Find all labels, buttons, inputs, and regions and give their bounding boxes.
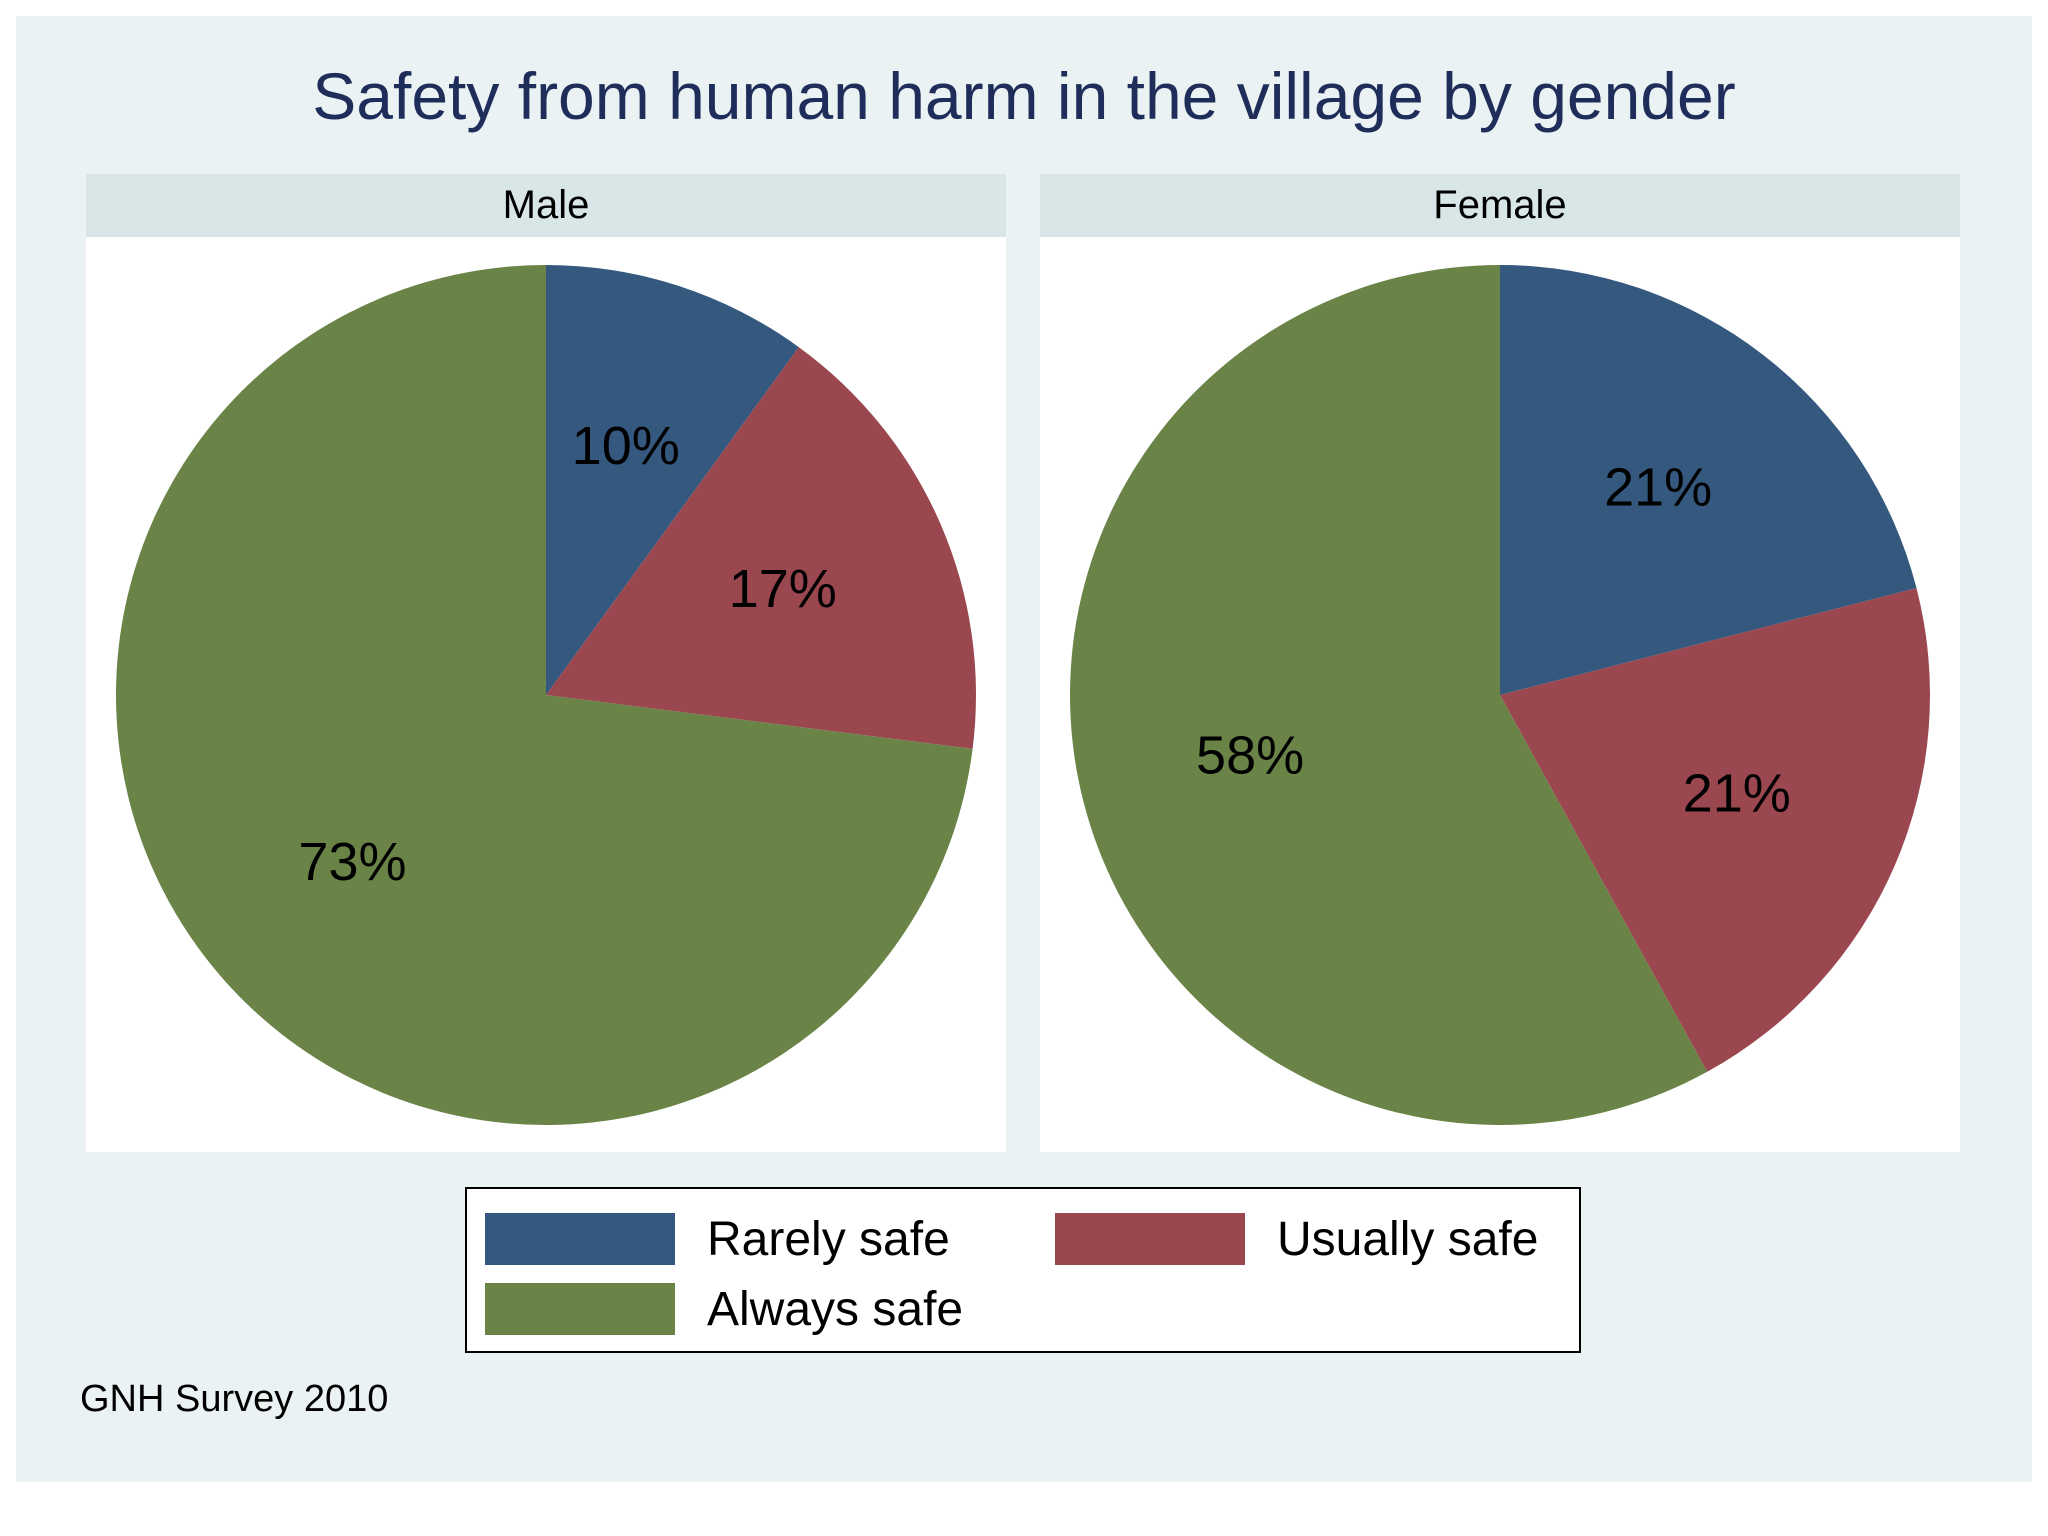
slice-label-female-always-safe: 58% bbox=[1196, 725, 1304, 785]
panel-title-female: Female bbox=[1040, 174, 1960, 237]
legend-swatch-usually-safe bbox=[1055, 1213, 1245, 1265]
slice-label-male-usually-safe: 17% bbox=[729, 559, 837, 619]
legend-item-usually-safe: Usually safe bbox=[1055, 1211, 1538, 1267]
panel-title-male: Male bbox=[86, 174, 1006, 237]
chart-title: Safety from human harm in the village by… bbox=[312, 59, 1736, 133]
slice-label-female-usually-safe: 21% bbox=[1683, 764, 1791, 824]
legend-label-usually-safe: Usually safe bbox=[1277, 1212, 1539, 1266]
slice-label-male-rarely-safe: 10% bbox=[572, 416, 680, 476]
slice-label-female-rarely-safe: 21% bbox=[1604, 457, 1712, 517]
legend-label-always-safe: Always safe bbox=[707, 1282, 964, 1336]
legend-label-rarely-safe: Rarely safe bbox=[707, 1212, 950, 1266]
source-note: GNH Survey 2010 bbox=[80, 1378, 389, 1420]
pie-slice-male-rarely-safe bbox=[546, 265, 799, 695]
pie-slice-female-usually-safe bbox=[1500, 588, 1930, 1072]
pie-chart-male: 10% 17% 73% bbox=[116, 265, 977, 1126]
legend-item-rarely-safe: Rarely safe bbox=[485, 1211, 950, 1267]
pie-slice-female-always-safe bbox=[1069, 265, 1708, 1125]
pie-chart-female: 21% 21% 58% bbox=[1069, 265, 1930, 1125]
pie-slice-male-always-safe bbox=[116, 265, 973, 1126]
slice-label-male-always-safe: 73% bbox=[298, 832, 406, 892]
pie-slice-female-rarely-safe bbox=[1500, 265, 1917, 695]
pie-panel-female: Female 21% 21% 58% bbox=[1040, 174, 1960, 1152]
pie-slice-male-usually-safe bbox=[546, 347, 977, 749]
legend-swatch-always-safe bbox=[485, 1283, 675, 1335]
legend-item-always-safe: Always safe bbox=[485, 1281, 963, 1337]
legend: Rarely safe Usually safe Always safe bbox=[465, 1187, 1581, 1353]
legend-swatch-rarely-safe bbox=[485, 1213, 675, 1265]
pie-panel-male: Male 10% 17% 73% bbox=[86, 174, 1006, 1152]
